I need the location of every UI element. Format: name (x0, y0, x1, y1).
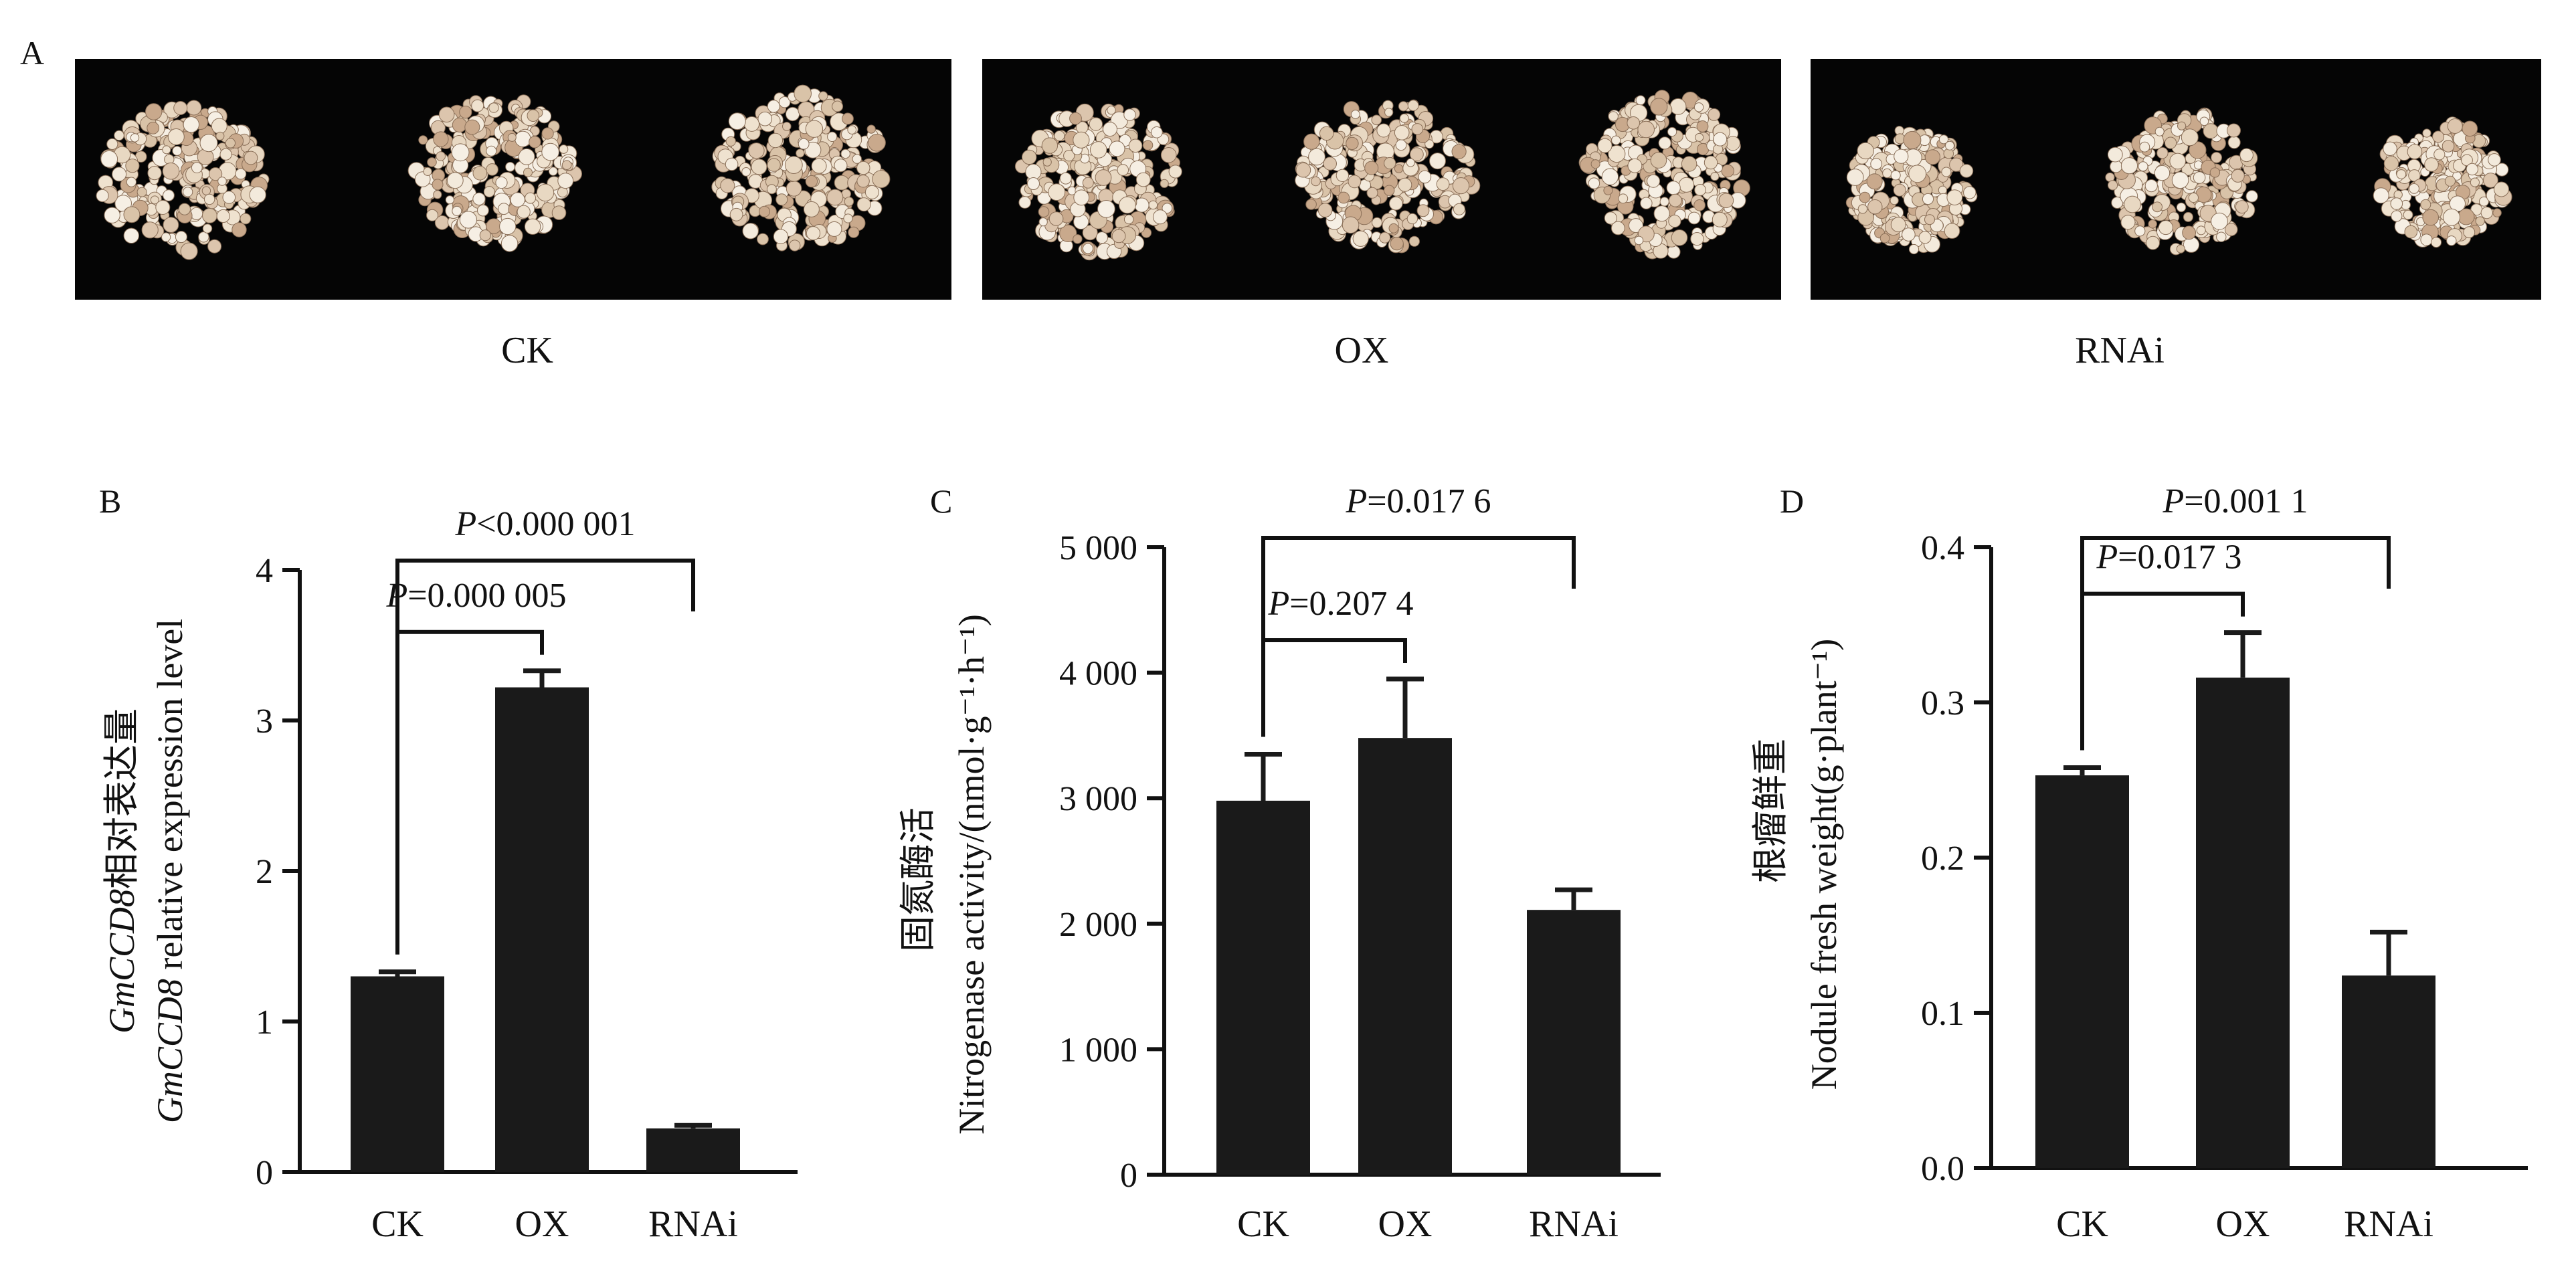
svg-text:固氮酶活: 固氮酶活 (898, 807, 938, 952)
photo-label-ox: OX (1334, 330, 1389, 371)
bar-ck (351, 976, 444, 1172)
x-tick-label: CK (1237, 1203, 1289, 1245)
y-tick-label: 0.0 (1921, 1150, 1964, 1188)
panel-letter-a: A (20, 34, 45, 72)
svg-text:GmCCD8 relative expression lev: GmCCD8 relative expression level (150, 619, 190, 1123)
svg-text:GmCCD8相对表达量: GmCCD8相对表达量 (102, 708, 142, 1034)
y-tick-label: 0 (1120, 1157, 1137, 1195)
nodule-cluster (1845, 126, 1978, 255)
y-tick-label: 0.2 (1921, 840, 1964, 878)
x-tick-label: RNAi (2344, 1203, 2433, 1245)
p-value-label: P=0.001 1 (2162, 482, 2308, 520)
nodule-cluster (1578, 90, 1750, 260)
y-tick-label: 5 000 (1059, 529, 1137, 567)
chart-c: 0 1 000 2 000 3 000 4 000 5 000 CK OX RNAi P=0.20… (898, 482, 1661, 1245)
x-tick-label: RNAi (648, 1203, 738, 1245)
bar-ck (2035, 775, 2129, 1168)
x-tick-label: OX (515, 1203, 569, 1245)
nodule-cluster (407, 94, 583, 252)
p-value-label: P=0.207 4 (1267, 585, 1413, 623)
y-tick-label: 2 (256, 853, 273, 891)
x-tick-label: CK (371, 1203, 424, 1245)
significance-bracket (395, 559, 695, 955)
y-tick-label: 3 (256, 702, 273, 741)
chart-d: 0.0 0.1 0.2 0.3 0.4 CK OX RNAi P=0.017 3 P=0.001 … (1750, 482, 2528, 1245)
y-tick-label: 1 (256, 1003, 273, 1042)
nodule-cluster (2105, 107, 2258, 256)
nodule-cluster (1014, 103, 1182, 261)
bar-rnai (1527, 910, 1621, 1175)
panel-letter-b: B (99, 482, 122, 520)
photo-ox-nodules (982, 59, 1781, 300)
y-tick-label: 0.4 (1921, 529, 1964, 567)
p-value-label: P=0.017 6 (1345, 482, 1491, 520)
photo-rnai-nodules (1811, 59, 2541, 300)
p-value-label: P=0.017 3 (2096, 539, 2241, 577)
chart-b: 0 1 2 3 4 CK OX RNAi P=0.000 005 P<0.000 001 GmCCD… (102, 505, 798, 1245)
nodule-cluster (1295, 99, 1481, 254)
bar-ox (2196, 677, 2290, 1168)
bar-ox (495, 687, 589, 1172)
bar-rnai (2342, 975, 2435, 1168)
photo-label-ck: CK (501, 330, 553, 371)
y-tick-label: 4 (256, 552, 273, 590)
y-tick-label: 0.3 (1921, 684, 1964, 722)
nodule-cluster (96, 100, 270, 260)
svg-text:Nitrogenase activity/(nmol·g⁻¹: Nitrogenase activity/(nmol·g⁻¹·h⁻¹) (951, 614, 992, 1135)
panel-letter-d: D (1780, 482, 1805, 520)
x-tick-label: OX (2216, 1203, 2270, 1245)
nodule-cluster (711, 84, 891, 252)
x-tick-label: CK (2056, 1203, 2108, 1245)
y-tick-label: 3 000 (1059, 780, 1137, 818)
x-tick-label: OX (1378, 1203, 1433, 1245)
panel-letter-c: C (930, 482, 953, 520)
p-value-label: P<0.000 001 (454, 505, 635, 543)
y-tick-label: 0 (256, 1154, 273, 1192)
y-tick-label: 0.1 (1921, 995, 1964, 1033)
svg-text:Nodule fresh weight(g·plant⁻¹): Nodule fresh weight(g·plant⁻¹) (1804, 639, 1844, 1090)
significance-bracket (1261, 638, 1407, 737)
significance-bracket (1261, 536, 1576, 737)
y-axis-label: 固氮酶活 Nitrogenase activity/(nmol·g⁻¹·h⁻¹) (898, 614, 992, 1135)
y-axis-label: 根瘤鲜重 Nodule fresh weight(g·plant⁻¹) (1750, 639, 1844, 1090)
svg-text:根瘤鲜重: 根瘤鲜重 (1750, 739, 1790, 883)
x-tick-label: RNAi (1529, 1203, 1619, 1245)
photo-label-rnai: RNAi (2075, 330, 2165, 371)
y-tick-label: 2 000 (1059, 906, 1137, 944)
photo-ck-nodules (75, 59, 951, 300)
nodule-cluster (2373, 116, 2512, 248)
significance-bracket (2080, 536, 2391, 751)
y-tick-label: 1 000 (1059, 1031, 1137, 1069)
y-tick-label: 4 000 (1059, 655, 1137, 693)
bar-rnai (646, 1128, 740, 1172)
bar-ox (1358, 738, 1452, 1175)
p-value-label: P=0.000 005 (385, 577, 566, 615)
bar-ck (1216, 800, 1310, 1175)
